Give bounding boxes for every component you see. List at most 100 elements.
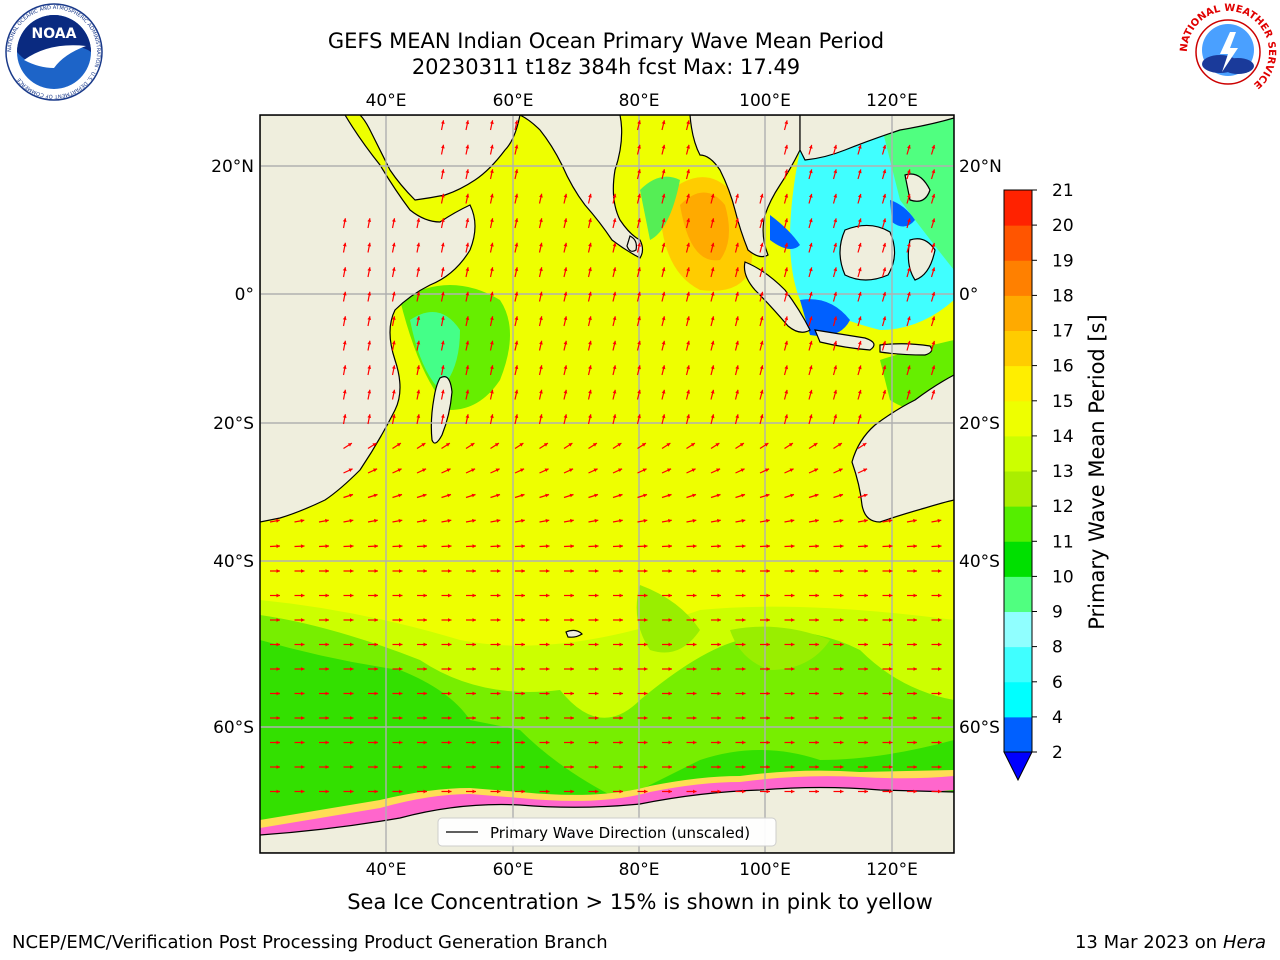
wave-arrow-head xyxy=(465,193,470,198)
wave-arrow-head xyxy=(490,144,494,149)
wave-arrow-head xyxy=(497,716,501,720)
wave-arrow-head xyxy=(490,218,494,223)
wave-arrow-head xyxy=(784,291,789,296)
map-gridlines xyxy=(260,115,954,853)
wave-arrow-head xyxy=(889,642,893,647)
wave-arrow-head xyxy=(838,468,843,472)
wave-arrow-head xyxy=(423,518,427,523)
wave-arrow-head xyxy=(367,389,372,394)
wave-arrow-head xyxy=(710,414,715,419)
wave-arrow-head xyxy=(716,493,721,498)
wave-arrow-head xyxy=(422,468,427,472)
wave-arrow-head xyxy=(276,593,280,598)
wave-arrow-head xyxy=(815,544,819,549)
wave-arrow-head xyxy=(808,144,813,149)
wave-arrow-head xyxy=(735,340,739,345)
wave-arrow-head xyxy=(490,267,494,272)
wave-arrow-head xyxy=(759,389,764,394)
wave-arrow-head xyxy=(465,316,470,321)
wave-arrow-head xyxy=(766,544,770,549)
wave-arrow-head xyxy=(448,618,452,622)
wave-arrow-head xyxy=(612,193,617,198)
wave-arrow-head xyxy=(815,691,819,696)
lat-label-right: 20°S xyxy=(959,414,1000,434)
wave-arrow-head xyxy=(490,193,494,198)
wave-arrow-head xyxy=(889,569,893,573)
wave-arrow-head xyxy=(521,544,525,549)
wave-arrow-head xyxy=(465,340,470,345)
wave-arrow-head xyxy=(857,340,862,345)
lat-label-left: 60°S xyxy=(213,718,254,738)
wave-arrow-head xyxy=(472,740,476,745)
wave-arrow-head xyxy=(931,365,936,370)
wave-arrow-head xyxy=(766,642,770,647)
wave-arrow-head xyxy=(490,242,494,247)
wave-arrow-head xyxy=(938,593,942,598)
lon-label-top: 40°E xyxy=(366,91,407,111)
wave-arrow-head xyxy=(448,789,452,794)
wave-arrow-head xyxy=(668,544,672,549)
wave-arrow-head xyxy=(521,618,525,622)
wave-arrow-head xyxy=(497,569,501,573)
wave-arrow-head xyxy=(864,544,868,549)
wave-arrow-head xyxy=(595,593,599,598)
wave-arrow-head xyxy=(448,569,452,573)
wave-arrow-head xyxy=(907,316,911,321)
wave-arrow-head xyxy=(759,340,764,345)
wave-arrow-head xyxy=(570,593,574,598)
chart-title: GEFS MEAN Indian Ocean Primary Wave Mean… xyxy=(327,29,885,53)
wave-arrow-head xyxy=(545,493,549,498)
wave-arrow-head xyxy=(497,740,501,745)
wave-arrow-head xyxy=(742,789,746,794)
wave-arrow-head xyxy=(882,316,887,321)
wave-arrow-head xyxy=(490,169,494,174)
wave-arrow-head xyxy=(913,740,917,745)
wave-arrow-head xyxy=(423,642,427,647)
wave-arrow-head xyxy=(759,193,764,198)
wave-arrow-head xyxy=(759,242,764,247)
wave-arrow-head xyxy=(907,144,911,149)
wave-arrow-head xyxy=(301,716,305,720)
wave-arrow-head xyxy=(521,716,525,720)
wave-arrow-head xyxy=(546,642,550,647)
wave-arrow-head xyxy=(938,642,942,647)
wave-arrow-head xyxy=(907,169,911,174)
wave-arrow-head xyxy=(661,218,666,223)
wave-arrow-head xyxy=(735,414,739,419)
colorbar-segment xyxy=(1004,681,1032,718)
wave-arrow-head xyxy=(833,193,838,198)
wave-arrow-head xyxy=(514,267,519,272)
wave-arrow-head xyxy=(563,193,568,198)
wave-arrow-head xyxy=(913,618,917,622)
wave-arrow-head xyxy=(833,340,838,345)
wave-arrow-head xyxy=(913,667,917,671)
wave-arrow-head xyxy=(815,667,819,671)
wave-arrow-head xyxy=(374,593,378,598)
wave-arrow-head xyxy=(514,340,519,345)
wave-arrow-head xyxy=(666,443,671,447)
wave-arrow-head xyxy=(301,618,305,622)
wave-arrow-head xyxy=(342,242,347,247)
wave-arrow-head xyxy=(717,716,721,720)
wave-arrow-head xyxy=(416,218,421,222)
wave-arrow-head xyxy=(325,691,329,696)
wave-arrow-head xyxy=(668,765,672,769)
colorbar-segment xyxy=(1004,190,1032,226)
wave-arrow-head xyxy=(742,740,746,745)
wave-arrow-head xyxy=(913,765,917,769)
wave-arrow-head xyxy=(325,789,329,794)
wave-arrow-head xyxy=(465,267,470,272)
colorbar-tick-label: 9 xyxy=(1052,603,1063,623)
wave-arrow-head xyxy=(735,365,739,370)
wave-arrow-head xyxy=(416,389,421,394)
wave-arrow-head xyxy=(399,593,403,598)
wave-arrow-head xyxy=(791,618,795,622)
wave-arrow-head xyxy=(889,593,893,598)
wave-arrow-head xyxy=(784,169,789,174)
wave-arrow-head xyxy=(766,618,770,622)
colorbar-segment xyxy=(1004,225,1032,261)
wave-arrow-head xyxy=(545,518,550,523)
lat-label-left: 20°N xyxy=(211,157,254,177)
lon-label-top: 120°E xyxy=(866,91,918,111)
lat-label-left: 20°S xyxy=(213,414,254,434)
